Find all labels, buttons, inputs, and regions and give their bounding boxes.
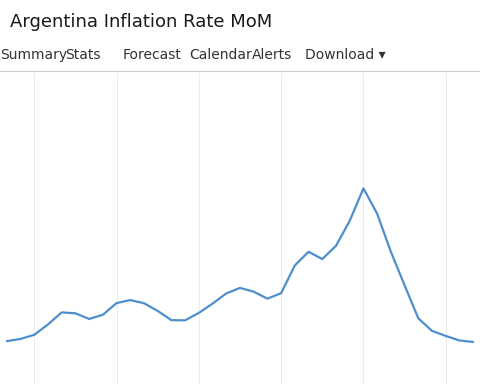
Text: Argentina Inflation Rate MoM: Argentina Inflation Rate MoM	[10, 13, 272, 31]
Text: Summary: Summary	[0, 48, 67, 62]
Text: Forecast: Forecast	[122, 48, 181, 62]
Text: Download ▾: Download ▾	[305, 48, 385, 62]
Text: Stats: Stats	[65, 48, 100, 62]
Text: Alerts: Alerts	[252, 48, 292, 62]
Text: Calendar: Calendar	[190, 48, 252, 62]
